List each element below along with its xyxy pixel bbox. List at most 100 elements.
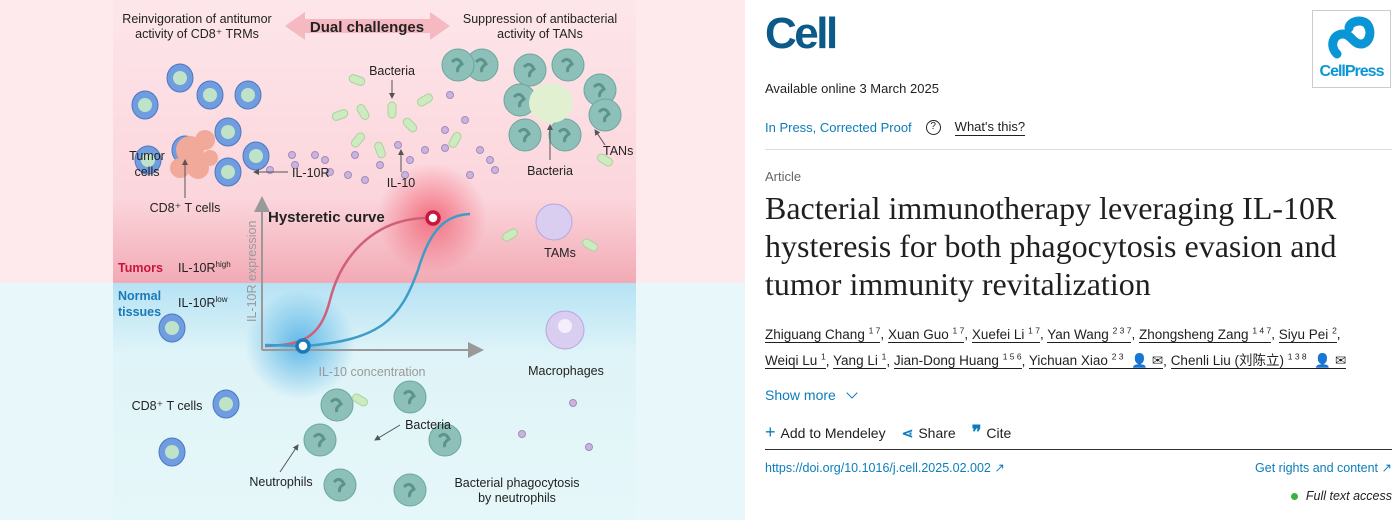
share-label: Share: [918, 424, 956, 441]
author-link[interactable]: Zhongsheng Zang 1 4 7: [1138, 325, 1272, 343]
author-name: Zhongsheng Zang: [1138, 326, 1249, 342]
neutrophil-nucleus: [402, 482, 416, 498]
left-heading-2: activity of CD8⁺ TRMs: [135, 27, 259, 41]
cellpress-logo[interactable]: CellPress: [1312, 10, 1391, 88]
author-link[interactable]: Weiqi Lu 1: [765, 352, 826, 369]
author-link[interactable]: Jian-Dong Huang 1 5 6: [893, 352, 1022, 369]
cell-nucleus: [173, 71, 187, 85]
author-link[interactable]: Yan Wang 2 3 7: [1047, 325, 1132, 343]
cellpress-text: CellPress: [1319, 63, 1385, 80]
author-affiliation: 1 7: [952, 325, 965, 335]
tans-label: TANs: [603, 144, 633, 158]
normal-label-2: tissues: [118, 305, 161, 319]
author-affiliation: 1 4 7: [1252, 325, 1272, 335]
il10-molecule: [376, 161, 384, 169]
author-name: Jian-Dong Huang: [893, 353, 999, 368]
neutrophil-nucleus: [329, 397, 343, 413]
cell-nucleus: [203, 88, 217, 102]
phagocytosis-label-2: by neutrophils: [478, 491, 556, 505]
doi-link[interactable]: https://doi.org/10.1016/j.cell.2025.02.0…: [765, 460, 1005, 476]
access-status: Full text access: [1290, 488, 1392, 504]
blue-hysteresis-curve: [264, 212, 471, 348]
quote-icon: ❞: [971, 421, 982, 443]
hysteretic-curve-label: Hysteretic curve: [268, 209, 385, 226]
add-to-mendeley-button[interactable]: + Add to Mendeley: [765, 422, 886, 443]
neutrophil-nucleus: [474, 57, 488, 73]
il10r-high-label: IL-10Rhigh: [178, 260, 231, 275]
neutrophil-cell: [441, 48, 475, 82]
plus-icon: +: [765, 422, 776, 442]
tumor-cells-label-2: cells: [134, 165, 159, 179]
get-rights-link[interactable]: Get rights and content ↗: [1255, 460, 1392, 476]
neutrophil-cell: [303, 423, 337, 457]
cell-journal-logo[interactable]: Cell: [765, 9, 838, 58]
neutrophil-cell: [323, 468, 357, 502]
bacteria-cluster: [529, 83, 573, 123]
neutrophil-cell: [551, 48, 585, 82]
author-link[interactable]: Zhiguang Chang 1 7: [765, 325, 881, 343]
il10-molecule: [421, 146, 429, 154]
tams-label: TAMs: [544, 246, 576, 260]
neutrophil-cell: [548, 118, 582, 152]
bacteria-tans-label: Bacteria: [527, 164, 573, 178]
question-circle-icon[interactable]: ?: [925, 120, 941, 135]
author-name: Yichuan Xiao: [1028, 353, 1108, 368]
article-type: Article: [765, 169, 802, 184]
whats-this-link[interactable]: What's this?: [954, 119, 1026, 136]
cell-nucleus: [221, 125, 235, 139]
macrophages-label: Macrophages: [528, 364, 604, 378]
add-to-mendeley-label: Add to Mendeley: [780, 425, 886, 441]
divider: [765, 149, 1392, 150]
high-state-marker: [425, 210, 441, 226]
il10-molecule: [311, 151, 319, 159]
bacterium: [417, 93, 433, 107]
bacterium: [356, 104, 370, 120]
il10-label: IL-10: [387, 176, 416, 190]
dual-challenges-label: Dual challenges: [310, 19, 424, 36]
author-contact-icons[interactable]: 👤 ✉: [1314, 353, 1347, 368]
author-link[interactable]: Xuan Guo 1 7: [887, 325, 965, 343]
normal-label-1: Normal: [118, 289, 161, 303]
title-line: Bacterial immunotherapy leveraging IL-10…: [765, 190, 1337, 226]
y-axis-label: IL-10R expression: [245, 221, 259, 322]
author-link[interactable]: Siyu Pei 2: [1278, 325, 1337, 343]
tumor-mass: [170, 130, 218, 179]
neutrophil-nucleus: [517, 127, 531, 143]
author-contact-icons[interactable]: 👤 ✉: [1131, 353, 1164, 368]
il10r-low-label: IL-10Rlow: [178, 295, 228, 310]
author-name: Weiqi Lu: [765, 353, 818, 368]
neutrophil-nucleus: [597, 107, 611, 123]
article-status-link[interactable]: In Press, Corrected Proof: [765, 119, 912, 135]
phagocytosis-label-1: Bacterial phagocytosis: [454, 476, 579, 490]
show-more-button[interactable]: Show more: [765, 386, 858, 404]
author-link[interactable]: Chenli Liu (刘陈立) 1 3 8 👤 ✉: [1170, 352, 1347, 369]
neutrophil-nucleus: [402, 389, 416, 405]
il10-molecule: [344, 171, 352, 179]
il10-molecule: [491, 166, 499, 174]
neutrophil-cell: [508, 118, 542, 152]
cd8-t-cells-label: CD8⁺ T cells: [150, 201, 221, 215]
left-heading-1: Reinvigoration of antitumor: [122, 12, 271, 26]
share-button[interactable]: ⋖ Share: [902, 423, 956, 443]
bacterium: [350, 132, 366, 148]
il10-molecule: [291, 161, 299, 169]
cell-nucleus: [138, 98, 152, 112]
show-more-label: Show more: [765, 387, 836, 403]
author-affiliation: 2 3 7: [1112, 325, 1132, 335]
doi-text: https://doi.org/10.1016/j.cell.2025.02.0…: [765, 461, 991, 475]
il10-molecule: [446, 91, 454, 99]
author-name: Xuefei Li: [971, 326, 1025, 342]
neutrophil-nucleus: [560, 57, 574, 73]
chevron-down-icon: [846, 387, 858, 399]
pointer-arrows: [182, 80, 606, 473]
il10-molecule: [461, 116, 469, 124]
cite-button[interactable]: ❞ Cite: [971, 421, 1012, 443]
il10-molecule: [585, 443, 593, 451]
il10-molecule: [326, 168, 334, 176]
author-link[interactable]: Yang Li 1: [833, 352, 887, 369]
author-link[interactable]: Xuefei Li 1 7: [971, 325, 1040, 343]
cell-nucleus: [219, 397, 233, 411]
neutrophil-cell: [320, 388, 354, 422]
author-link[interactable]: Yichuan Xiao 2 3 👤 ✉: [1028, 352, 1164, 369]
neutrophil-nucleus: [437, 432, 451, 448]
